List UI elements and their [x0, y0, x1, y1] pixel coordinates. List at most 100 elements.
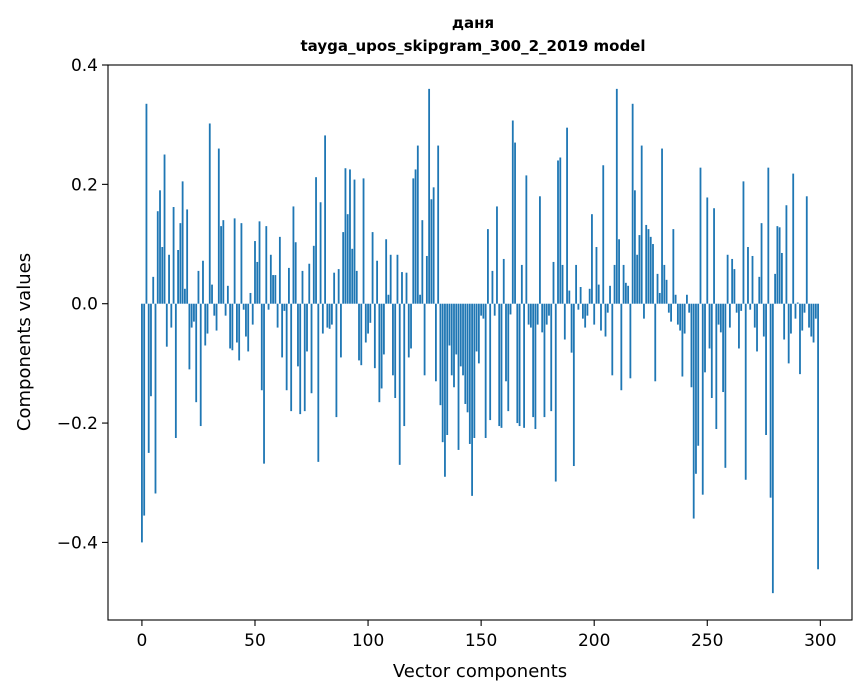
bar-217 — [631, 103, 634, 304]
bar-233 — [667, 303, 670, 313]
bar-129 — [432, 187, 435, 304]
bar-108 — [385, 239, 388, 304]
bar-100 — [367, 303, 369, 334]
bar-179 — [545, 303, 548, 325]
bar-62 — [281, 303, 284, 358]
bar-275 — [762, 303, 765, 337]
bar-274 — [760, 223, 763, 304]
bar-23 — [193, 303, 195, 322]
bar-228 — [656, 273, 659, 304]
x-tick-label: 50 — [244, 631, 266, 651]
bar-69 — [297, 303, 299, 367]
bar-130 — [435, 303, 437, 382]
bar-79 — [319, 202, 322, 304]
bar-296 — [810, 303, 813, 337]
bar-51 — [256, 261, 259, 304]
bar-191 — [572, 303, 575, 467]
bar-251 — [708, 303, 711, 349]
bar-231 — [663, 264, 666, 304]
bar-3 — [147, 303, 150, 453]
bar-12 — [168, 254, 170, 304]
bar-235 — [672, 229, 675, 304]
bar-151 — [482, 303, 485, 319]
bar-106 — [380, 303, 383, 389]
bar-56 — [267, 303, 270, 310]
bar-34 — [217, 148, 220, 304]
x-tick-label: 300 — [804, 631, 836, 651]
bar-94 — [353, 179, 356, 304]
bar-227 — [654, 303, 657, 382]
bar-88 — [340, 303, 342, 358]
y-tick-label: 0.2 — [71, 175, 98, 195]
bar-125 — [423, 303, 426, 376]
bar-298 — [814, 303, 817, 319]
bar-120 — [412, 178, 415, 304]
bar-13 — [170, 303, 173, 328]
bar-98 — [362, 178, 365, 304]
bar-276 — [765, 303, 767, 435]
bar-131 — [437, 145, 440, 304]
bar-9 — [161, 247, 164, 304]
bar-278 — [769, 303, 772, 498]
bar-28 — [204, 303, 207, 346]
bar-201 — [595, 247, 598, 304]
bar-66 — [290, 303, 293, 412]
bar-195 — [581, 303, 584, 319]
bar-205 — [604, 303, 607, 337]
bar-170 — [525, 175, 528, 304]
bar-148 — [475, 303, 478, 352]
bar-17 — [179, 223, 182, 304]
bar-163 — [509, 303, 512, 315]
bar-238 — [679, 303, 682, 331]
bar-61 — [278, 236, 281, 304]
bar-85 — [333, 272, 336, 304]
bar-277 — [767, 167, 770, 304]
bar-175 — [536, 303, 539, 325]
bar-76 — [312, 245, 315, 304]
bar-24 — [195, 303, 198, 403]
bar-236 — [674, 294, 677, 304]
bar-243 — [690, 303, 693, 388]
bar-158 — [498, 303, 501, 427]
bar-44 — [240, 223, 243, 304]
bar-287 — [790, 303, 792, 334]
bar-111 — [392, 303, 394, 376]
bar-271 — [753, 303, 756, 328]
bar-204 — [602, 165, 605, 304]
bar-8 — [159, 190, 161, 304]
bar-181 — [550, 303, 553, 412]
bar-177 — [541, 303, 544, 333]
bar-214 — [624, 282, 627, 304]
bar-136 — [448, 303, 451, 346]
bar-142 — [462, 303, 464, 376]
bar-253 — [713, 208, 715, 304]
bar-246 — [697, 303, 700, 446]
bar-47 — [247, 303, 250, 352]
bar-91 — [346, 214, 349, 304]
bar-110 — [389, 254, 392, 304]
bar-32 — [213, 303, 216, 316]
bar-196 — [584, 303, 587, 328]
bar-210 — [615, 88, 618, 304]
bar-141 — [459, 303, 462, 367]
y-tick-label: 0.4 — [71, 56, 98, 76]
bar-16 — [177, 250, 180, 304]
bar-226 — [652, 244, 654, 304]
bar-293 — [803, 303, 806, 313]
bar-185 — [559, 157, 562, 304]
bar-144 — [466, 303, 469, 413]
bar-188 — [566, 127, 568, 304]
bar-169 — [523, 303, 525, 428]
bar-31 — [211, 284, 213, 304]
bar-145 — [468, 303, 471, 444]
bar-118 — [407, 303, 410, 358]
bar-4 — [150, 303, 152, 397]
bar-115 — [401, 272, 403, 304]
bar-190 — [570, 303, 573, 353]
bar-206 — [606, 303, 609, 313]
bar-60 — [276, 303, 279, 328]
bar-73 — [306, 303, 308, 352]
chart-title: даня — [452, 14, 494, 32]
chart-subtitle: tayga_upos_skipgram_300_2_2019 model — [301, 37, 646, 55]
bar-203 — [600, 303, 602, 331]
